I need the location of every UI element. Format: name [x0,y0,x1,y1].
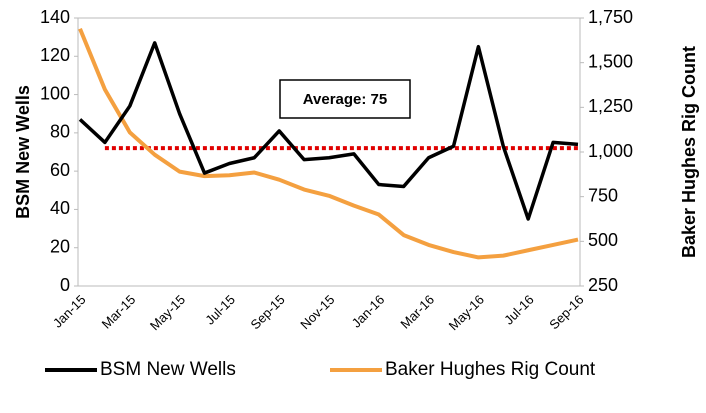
x-tick-label: Mar-15 [99,292,139,332]
y-tick-label: 80 [50,122,70,142]
annotation-box [279,79,411,119]
y-tick-label: 20 [50,236,70,256]
y2-tick-label: 500 [588,230,618,250]
y2-axis-title: Baker Hughes Rig Count [679,46,699,258]
series-line [78,27,579,260]
y-tick-label: 60 [50,160,70,180]
y2-tick-label: 1,750 [588,7,633,27]
x-tick-label: Sep-15 [248,292,288,332]
x-tick-label: Jan-15 [50,292,89,331]
y-tick-label: 140 [40,7,70,27]
x-tick-label: Jul-16 [501,292,537,328]
x-tick-label: May-15 [147,292,188,333]
y-axis-title: BSM New Wells [13,85,33,219]
y2-tick-label: 1,250 [588,96,633,116]
x-tick-label: May-16 [446,292,487,333]
y-tick-label: 100 [40,83,70,103]
x-tick-label: Mar-16 [397,292,437,332]
y2-tick-label: 750 [588,185,618,205]
legend-label: Baker Hughes Rig Count [385,359,596,380]
x-tick-label: Jul-15 [202,292,238,328]
x-tick-label: Sep-16 [546,292,586,332]
y-tick-label: 40 [50,198,70,218]
series-line [78,41,579,221]
legend-label: BSM New Wells [100,359,236,380]
y-tick-label: 0 [60,275,70,295]
annotation: Average: 75 [303,91,388,108]
x-tick-label: Jan-16 [349,292,388,331]
y2-tick-label: 1,000 [588,141,633,161]
y2-tick-label: 1,500 [588,51,633,71]
y-tick-label: 120 [40,45,70,65]
y2-tick-label: 250 [588,275,618,295]
x-tick-label: Nov-15 [297,292,337,332]
